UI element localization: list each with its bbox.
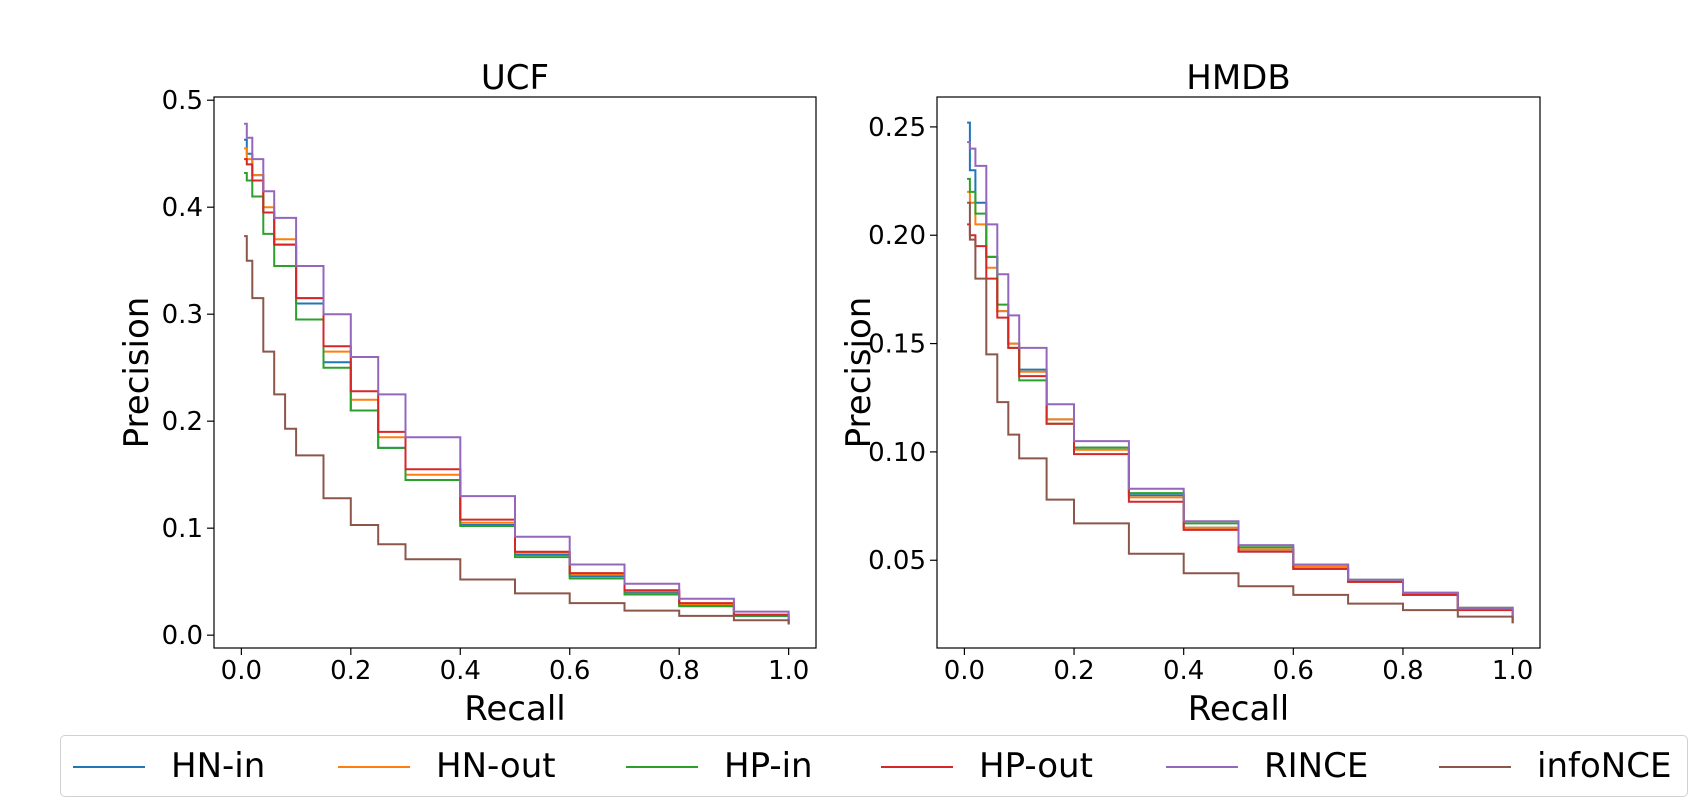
legend-label: HP-in — [724, 746, 813, 786]
series-line-hp-in — [967, 177, 1514, 624]
legend-label: HP-out — [979, 746, 1093, 786]
legend-swatch — [1166, 766, 1238, 768]
y-axis-label: Precision — [117, 297, 157, 449]
legend: HN-in HN-out HP-in HP-out RINCE infoNCE — [60, 735, 1688, 797]
y-tick-label: 0.10 — [868, 438, 926, 468]
chart-title: HMDB — [1186, 58, 1290, 98]
series-line-infonce — [244, 235, 790, 625]
y-tick-label: 0.5 — [162, 86, 203, 116]
legend-label: infoNCE — [1537, 746, 1672, 786]
legend-swatch — [881, 766, 953, 768]
chart-title: UCF — [481, 58, 549, 98]
plot-frame — [936, 96, 1541, 649]
x-tick-label: 0.4 — [1163, 656, 1204, 686]
series-line-hp-in — [244, 172, 790, 625]
x-tick-label: 0.2 — [330, 656, 371, 686]
x-tick-label: 0.0 — [221, 656, 262, 686]
legend-label: RINCE — [1264, 746, 1369, 786]
series-line-hn-out — [244, 147, 790, 625]
legend-swatch — [338, 766, 410, 768]
series-line-rince — [244, 122, 790, 625]
y-tick-label: 0.20 — [868, 221, 926, 251]
x-tick-label: 0.4 — [440, 656, 481, 686]
plot-frame — [213, 96, 817, 649]
y-tick-label: 0.1 — [162, 514, 203, 544]
x-tick-label: 0.2 — [1053, 656, 1094, 686]
y-tick-label: 0.05 — [868, 546, 926, 576]
legend-label: HN-in — [171, 746, 266, 786]
series-line-hp-out — [967, 223, 1514, 624]
x-tick-label: 0.6 — [549, 656, 590, 686]
y-axis-label: Precision — [839, 297, 879, 449]
legend-swatch — [626, 766, 698, 768]
series-line-hn-out — [967, 190, 1514, 624]
y-tick-label: 0.3 — [162, 300, 203, 330]
x-axis-label: Recall — [1188, 689, 1289, 729]
hmdb-chart: 0.0 0.2 0.4 0.6 0.8 1.0 0.05 0.10 0.15 0.20 0.25 HM… — [839, 58, 1541, 729]
y-tick-label: 0.0 — [162, 621, 203, 651]
y-tick-label: 0.15 — [868, 330, 926, 360]
y-tick-label: 0.25 — [868, 113, 926, 143]
ucf-chart: 0.0 0.2 0.4 0.6 0.8 1.0 0.0 0.1 0.2 0.3 0.4 0.5 UCF R… — [117, 58, 817, 729]
y-tick-label: 0.2 — [162, 407, 203, 437]
legend-swatch — [73, 766, 145, 768]
x-tick-label: 0.0 — [944, 656, 985, 686]
x-tick-label: 0.8 — [1382, 656, 1423, 686]
series-line-infonce — [967, 201, 1514, 624]
legend-label: HN-out — [436, 746, 556, 786]
x-tick-label: 0.8 — [659, 656, 700, 686]
x-tick-label: 0.6 — [1273, 656, 1314, 686]
x-tick-label: 1.0 — [1492, 656, 1533, 686]
x-axis-label: Recall — [464, 689, 565, 729]
x-tick-label: 1.0 — [768, 656, 809, 686]
y-tick-label: 0.4 — [162, 193, 203, 223]
legend-swatch — [1439, 766, 1511, 768]
series-line-rince — [967, 141, 1514, 624]
